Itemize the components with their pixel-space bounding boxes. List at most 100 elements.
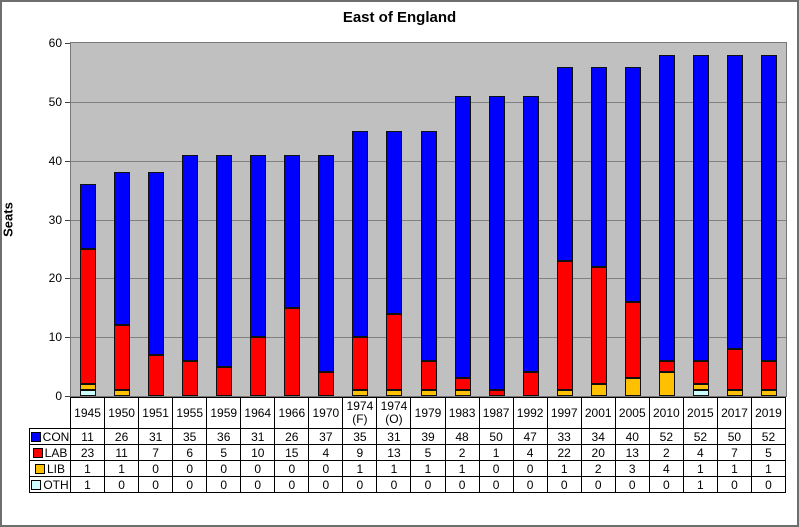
table-cell: 0: [512, 460, 548, 477]
table-cell: 52: [750, 428, 786, 445]
table-cell: 3: [614, 460, 650, 477]
bar-segment-LAB: [250, 337, 266, 396]
data-table: 1945 1950 1951 1955 1959 1964 1966 1970 1974 (F)…: [29, 397, 786, 493]
bar-segment-LIB: [591, 384, 607, 396]
bar-segment-CON: [625, 67, 641, 302]
table-cell: 0: [308, 476, 344, 493]
year-header: 1992: [512, 397, 548, 429]
table-cell: 48: [444, 428, 480, 445]
table-cell: 0: [104, 476, 140, 493]
table-cell: 7: [138, 444, 174, 461]
table-cell: 26: [274, 428, 310, 445]
table-cell: 2: [580, 460, 616, 477]
bar-segment-LAB: [114, 325, 130, 390]
table-cell: 0: [240, 476, 276, 493]
year-header: 1974 (F): [342, 397, 378, 429]
legend-label: CON: [42, 429, 70, 444]
bar-segment-LIB: [727, 390, 743, 396]
table-cell: 1: [410, 460, 446, 477]
year-header: 1966: [274, 397, 310, 429]
bar-segment-OTH: [80, 390, 96, 396]
table-cell: 0: [172, 476, 208, 493]
table-cell: 1: [69, 476, 106, 493]
table-row-LAB: LAB 23 11 7 6 5 10 15 4 9 13 5 2 1 4 22 20 13 2 4 7 5: [29, 444, 786, 461]
bar-segment-LAB: [216, 367, 232, 396]
year-header: 1979: [410, 397, 446, 429]
table-cell: 11: [69, 428, 106, 445]
table-cell: 5: [206, 444, 242, 461]
bar-segment-CON: [489, 96, 505, 390]
table-cell: 47: [512, 428, 548, 445]
bar-segment-LIB: [659, 372, 675, 396]
table-cell: 40: [614, 428, 650, 445]
year-header: 1951: [138, 397, 174, 429]
table-cell: 4: [512, 444, 548, 461]
table-cell: 31: [138, 428, 174, 445]
table-cell: 4: [648, 460, 684, 477]
legend-LIB: LIB: [29, 460, 71, 477]
chart-title: East of England: [342, 9, 457, 26]
plot-area: [70, 42, 787, 397]
table-cell: 23: [69, 444, 106, 461]
year-header: 1983: [444, 397, 480, 429]
legend-label: LIB: [46, 461, 65, 476]
y-tick-mark: [65, 278, 70, 279]
table-cell: 1: [750, 460, 786, 477]
bar-segment-LAB: [489, 390, 505, 396]
table-cell: 37: [308, 428, 344, 445]
table-cell: 1: [682, 460, 718, 477]
bar-segment-CON: [659, 55, 675, 361]
legend-swatch-CON: [30, 431, 41, 442]
y-tick-label: 10: [48, 330, 62, 344]
table-cell: 0: [376, 476, 412, 493]
gridline: [71, 102, 786, 103]
table-cell: 11: [104, 444, 140, 461]
year-header: 1959: [206, 397, 242, 429]
table-cell: 15: [274, 444, 310, 461]
table-cell: 0: [444, 476, 480, 493]
y-tick-label: 30: [48, 213, 62, 227]
y-tick-label: 40: [48, 154, 62, 168]
bar-segment-LAB: [182, 361, 198, 396]
y-tick-mark: [65, 337, 70, 338]
legend-label: OTH: [43, 477, 69, 492]
year-header: 2019: [750, 397, 786, 429]
y-tick-mark: [65, 161, 70, 162]
table-cell: 1: [478, 444, 514, 461]
table-cell: 0: [240, 460, 276, 477]
bar-segment-LAB: [455, 378, 471, 390]
table-cell: 0: [342, 476, 378, 493]
year-header: 2001: [580, 397, 616, 429]
bar-segment-CON: [386, 131, 402, 314]
legend-swatch-OTH: [31, 479, 42, 490]
table-cell: 35: [172, 428, 208, 445]
bar-segment-LAB: [352, 337, 368, 390]
table-cell: 31: [376, 428, 412, 445]
table-cell: 0: [614, 476, 650, 493]
table-cell: 20: [580, 444, 616, 461]
bar-segment-LIB: [557, 390, 573, 396]
bar-segment-LIB: [761, 390, 777, 396]
legend-swatch-LIB: [34, 463, 45, 474]
table-cell: 50: [716, 428, 752, 445]
y-tick-mark: [65, 220, 70, 221]
table-cell: 1: [104, 460, 140, 477]
bar-segment-LIB: [386, 390, 402, 396]
table-cell: 2: [444, 444, 480, 461]
table-cell: 35: [342, 428, 378, 445]
year-header: 1970: [308, 397, 344, 429]
table-cell: 6: [172, 444, 208, 461]
bar-segment-CON: [80, 184, 96, 249]
table-cell: 0: [138, 460, 174, 477]
table-cell: 0: [546, 476, 582, 493]
table-cell: 13: [376, 444, 412, 461]
table-cell: 36: [206, 428, 242, 445]
y-tick-mark: [65, 102, 70, 103]
table-cell: 7: [716, 444, 752, 461]
table-cell: 0: [308, 460, 344, 477]
table-cell: 9: [342, 444, 378, 461]
table-cell: 52: [648, 428, 684, 445]
year-header: 1945: [69, 397, 106, 429]
bar-segment-LAB: [421, 361, 437, 390]
